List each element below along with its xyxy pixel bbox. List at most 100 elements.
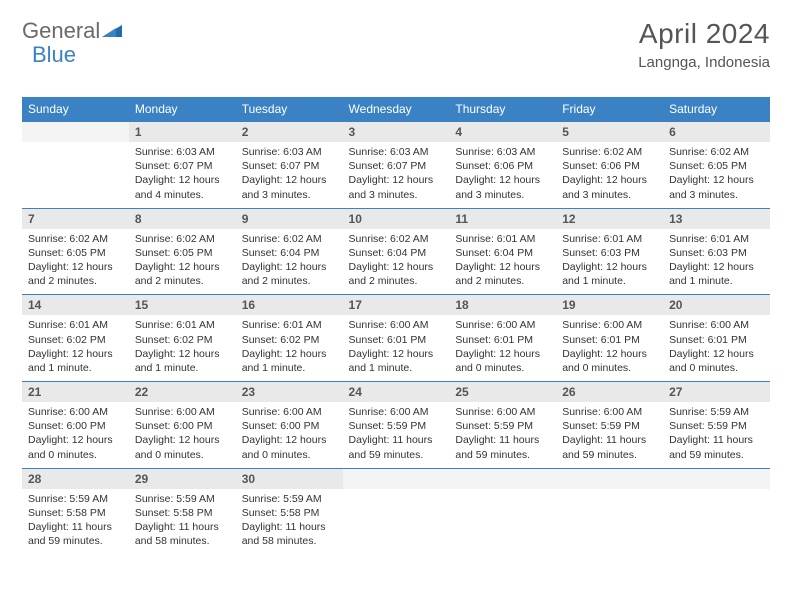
- title-block: April 2024 Langnga, Indonesia: [638, 18, 770, 71]
- day-number-cell: 8: [129, 208, 236, 229]
- day-number-cell: 5: [556, 122, 663, 143]
- weekday-header: Tuesday: [236, 97, 343, 122]
- day-number-row: 123456: [22, 122, 770, 143]
- day-number-cell: 30: [236, 468, 343, 489]
- day-info-cell: Sunrise: 6:02 AMSunset: 6:05 PMDaylight:…: [663, 142, 770, 208]
- sun-info: Sunrise: 6:02 AMSunset: 6:05 PMDaylight:…: [22, 229, 129, 295]
- weekday-header: Saturday: [663, 97, 770, 122]
- day-number-cell: 12: [556, 208, 663, 229]
- logo-triangle-icon: [102, 21, 122, 42]
- day-number-cell: 28: [22, 468, 129, 489]
- day-info-cell: Sunrise: 6:01 AMSunset: 6:02 PMDaylight:…: [236, 315, 343, 381]
- day-number-cell: 25: [449, 382, 556, 403]
- sun-info: Sunrise: 6:00 AMSunset: 6:01 PMDaylight:…: [343, 315, 450, 381]
- day-info-cell: Sunrise: 6:00 AMSunset: 6:01 PMDaylight:…: [663, 315, 770, 381]
- day-info-cell: Sunrise: 5:59 AMSunset: 5:59 PMDaylight:…: [663, 402, 770, 468]
- day-info-cell: Sunrise: 6:03 AMSunset: 6:06 PMDaylight:…: [449, 142, 556, 208]
- sun-info: Sunrise: 6:00 AMSunset: 5:59 PMDaylight:…: [343, 402, 450, 468]
- sun-info: Sunrise: 6:00 AMSunset: 6:00 PMDaylight:…: [22, 402, 129, 468]
- sun-info: Sunrise: 6:02 AMSunset: 6:05 PMDaylight:…: [663, 142, 770, 208]
- sun-info: Sunrise: 6:02 AMSunset: 6:04 PMDaylight:…: [236, 229, 343, 295]
- day-number-cell: 4: [449, 122, 556, 143]
- sun-info: Sunrise: 6:03 AMSunset: 6:07 PMDaylight:…: [129, 142, 236, 208]
- logo: General: [22, 18, 124, 44]
- day-number-row: 78910111213: [22, 208, 770, 229]
- day-number-row: 21222324252627: [22, 382, 770, 403]
- sun-info: Sunrise: 6:03 AMSunset: 6:07 PMDaylight:…: [236, 142, 343, 208]
- sun-info: Sunrise: 6:01 AMSunset: 6:04 PMDaylight:…: [449, 229, 556, 295]
- day-number-cell: 21: [22, 382, 129, 403]
- day-info-cell: Sunrise: 6:00 AMSunset: 6:00 PMDaylight:…: [129, 402, 236, 468]
- day-info-cell: [343, 489, 450, 555]
- day-info-cell: Sunrise: 5:59 AMSunset: 5:58 PMDaylight:…: [22, 489, 129, 555]
- day-number-cell: 15: [129, 295, 236, 316]
- day-info-cell: Sunrise: 5:59 AMSunset: 5:58 PMDaylight:…: [236, 489, 343, 555]
- day-number-cell: 9: [236, 208, 343, 229]
- sun-info: Sunrise: 6:00 AMSunset: 6:00 PMDaylight:…: [129, 402, 236, 468]
- sun-info: Sunrise: 5:59 AMSunset: 5:58 PMDaylight:…: [236, 489, 343, 555]
- day-number-cell: 10: [343, 208, 450, 229]
- day-number-row: 282930: [22, 468, 770, 489]
- day-info-cell: Sunrise: 6:00 AMSunset: 6:00 PMDaylight:…: [236, 402, 343, 468]
- sun-info: Sunrise: 6:01 AMSunset: 6:03 PMDaylight:…: [663, 229, 770, 295]
- day-info-cell: Sunrise: 6:03 AMSunset: 6:07 PMDaylight:…: [236, 142, 343, 208]
- sun-info: Sunrise: 6:00 AMSunset: 6:00 PMDaylight:…: [236, 402, 343, 468]
- day-info-cell: Sunrise: 6:01 AMSunset: 6:04 PMDaylight:…: [449, 229, 556, 295]
- sun-info: Sunrise: 6:00 AMSunset: 6:01 PMDaylight:…: [663, 315, 770, 381]
- day-info-cell: Sunrise: 6:01 AMSunset: 6:02 PMDaylight:…: [22, 315, 129, 381]
- weekday-header: Monday: [129, 97, 236, 122]
- day-info-cell: Sunrise: 6:03 AMSunset: 6:07 PMDaylight:…: [343, 142, 450, 208]
- day-info-cell: Sunrise: 6:01 AMSunset: 6:03 PMDaylight:…: [556, 229, 663, 295]
- day-number-cell: 24: [343, 382, 450, 403]
- day-number-cell: 22: [129, 382, 236, 403]
- day-number-cell: 23: [236, 382, 343, 403]
- day-info-cell: Sunrise: 6:00 AMSunset: 6:01 PMDaylight:…: [449, 315, 556, 381]
- day-info-cell: [22, 142, 129, 208]
- sun-info: Sunrise: 5:59 AMSunset: 5:58 PMDaylight:…: [22, 489, 129, 555]
- day-info-cell: [556, 489, 663, 555]
- day-info-cell: Sunrise: 6:02 AMSunset: 6:06 PMDaylight:…: [556, 142, 663, 208]
- day-info-row: Sunrise: 6:02 AMSunset: 6:05 PMDaylight:…: [22, 229, 770, 295]
- weekday-header: Thursday: [449, 97, 556, 122]
- header: General April 2024 Langnga, Indonesia: [22, 18, 770, 71]
- logo-text-blue: Blue: [32, 42, 76, 67]
- day-info-cell: Sunrise: 6:00 AMSunset: 5:59 PMDaylight:…: [449, 402, 556, 468]
- day-number-cell: 19: [556, 295, 663, 316]
- day-number-cell: 7: [22, 208, 129, 229]
- sun-info: Sunrise: 6:01 AMSunset: 6:02 PMDaylight:…: [22, 315, 129, 381]
- sun-info: Sunrise: 5:59 AMSunset: 5:59 PMDaylight:…: [663, 402, 770, 468]
- day-info-cell: Sunrise: 6:02 AMSunset: 6:04 PMDaylight:…: [236, 229, 343, 295]
- sun-info: Sunrise: 6:02 AMSunset: 6:04 PMDaylight:…: [343, 229, 450, 295]
- day-number-cell: 16: [236, 295, 343, 316]
- day-info-cell: Sunrise: 6:00 AMSunset: 5:59 PMDaylight:…: [343, 402, 450, 468]
- day-number-cell: 26: [556, 382, 663, 403]
- weekday-header-row: Sunday Monday Tuesday Wednesday Thursday…: [22, 97, 770, 122]
- day-number-cell: 3: [343, 122, 450, 143]
- day-info-cell: Sunrise: 6:00 AMSunset: 6:01 PMDaylight:…: [343, 315, 450, 381]
- location-label: Langnga, Indonesia: [638, 54, 770, 71]
- day-info-cell: Sunrise: 5:59 AMSunset: 5:58 PMDaylight:…: [129, 489, 236, 555]
- day-info-cell: Sunrise: 6:01 AMSunset: 6:03 PMDaylight:…: [663, 229, 770, 295]
- sun-info: Sunrise: 6:02 AMSunset: 6:05 PMDaylight:…: [129, 229, 236, 295]
- sun-info: Sunrise: 6:03 AMSunset: 6:06 PMDaylight:…: [449, 142, 556, 208]
- day-number-cell: 13: [663, 208, 770, 229]
- sun-info: Sunrise: 6:02 AMSunset: 6:06 PMDaylight:…: [556, 142, 663, 208]
- logo-text-general: General: [22, 18, 100, 44]
- sun-info: Sunrise: 5:59 AMSunset: 5:58 PMDaylight:…: [129, 489, 236, 555]
- logo-text-blue-wrap: Blue: [32, 42, 76, 68]
- day-number-cell: 27: [663, 382, 770, 403]
- day-number-cell: 11: [449, 208, 556, 229]
- day-number-cell: 18: [449, 295, 556, 316]
- day-info-cell: [449, 489, 556, 555]
- day-info-cell: Sunrise: 6:02 AMSunset: 6:05 PMDaylight:…: [129, 229, 236, 295]
- sun-info: Sunrise: 6:00 AMSunset: 6:01 PMDaylight:…: [449, 315, 556, 381]
- weekday-header: Sunday: [22, 97, 129, 122]
- day-info-row: Sunrise: 6:03 AMSunset: 6:07 PMDaylight:…: [22, 142, 770, 208]
- day-number-cell: 6: [663, 122, 770, 143]
- day-info-cell: Sunrise: 6:02 AMSunset: 6:05 PMDaylight:…: [22, 229, 129, 295]
- day-info-cell: Sunrise: 6:02 AMSunset: 6:04 PMDaylight:…: [343, 229, 450, 295]
- sun-info: Sunrise: 6:03 AMSunset: 6:07 PMDaylight:…: [343, 142, 450, 208]
- day-info-row: Sunrise: 6:01 AMSunset: 6:02 PMDaylight:…: [22, 315, 770, 381]
- sun-info: Sunrise: 6:01 AMSunset: 6:03 PMDaylight:…: [556, 229, 663, 295]
- day-number-cell: 2: [236, 122, 343, 143]
